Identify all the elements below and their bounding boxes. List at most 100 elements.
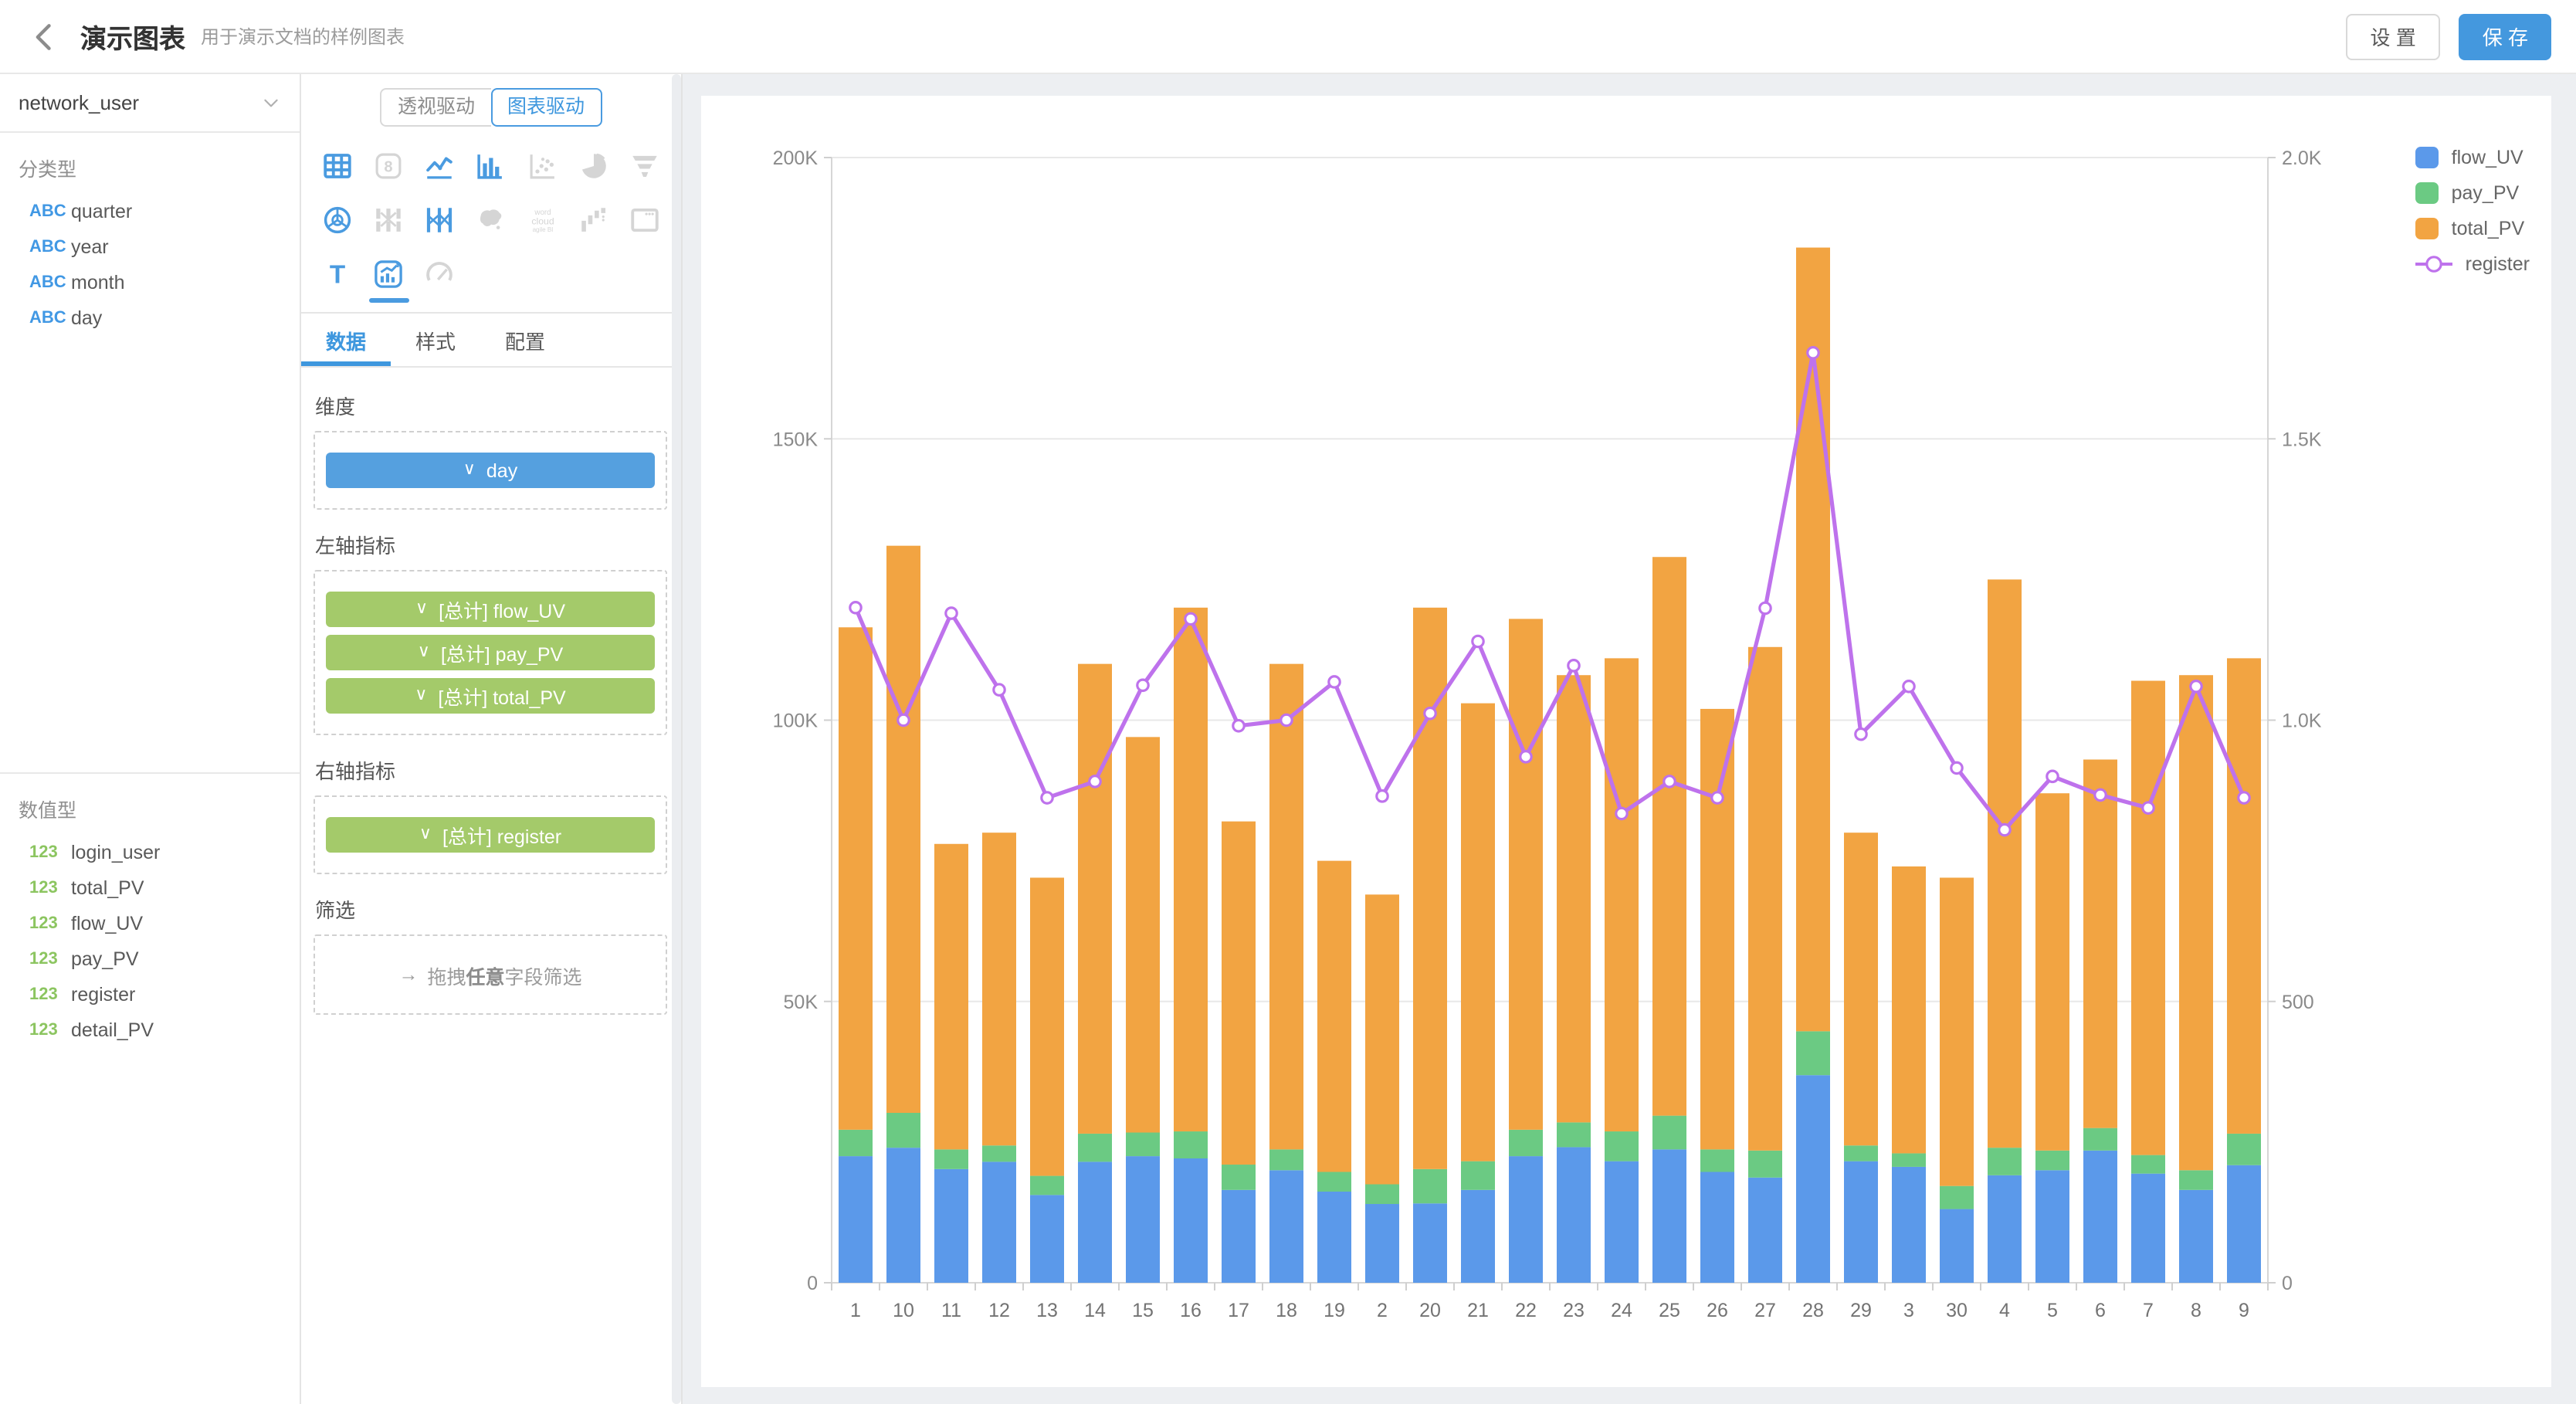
- mode-option-透视驱动[interactable]: 透视驱动: [380, 88, 490, 127]
- bar-segment-total_PV[interactable]: [2083, 759, 2117, 1128]
- settings-button[interactable]: 设 置: [2345, 13, 2441, 59]
- bar-segment-pay_PV[interactable]: [2131, 1155, 2165, 1174]
- save-button[interactable]: 保 存: [2459, 13, 2551, 59]
- bar-segment-flow_UV[interactable]: [1844, 1161, 1878, 1283]
- right-axis-dropzone[interactable]: ∨ [总计] register: [314, 795, 667, 874]
- bar-segment-total_PV[interactable]: [1988, 579, 2022, 1148]
- bar-segment-flow_UV[interactable]: [934, 1168, 968, 1283]
- bar-segment-total_PV[interactable]: [1557, 675, 1591, 1123]
- bar-segment-flow_UV[interactable]: [1988, 1175, 2022, 1283]
- category-field-month[interactable]: ABC month: [0, 264, 300, 300]
- bar-segment-pay_PV[interactable]: [1174, 1131, 1208, 1159]
- numeric-field-flow_UV[interactable]: 123 flow_UV: [0, 905, 300, 941]
- legend-item-register[interactable]: register: [2415, 253, 2530, 275]
- legend-item-pay_PV[interactable]: pay_PV: [2415, 182, 2530, 204]
- bar-segment-pay_PV[interactable]: [1700, 1149, 1734, 1172]
- bar-segment-total_PV[interactable]: [1269, 663, 1303, 1150]
- line-marker-register[interactable]: [1615, 806, 1629, 821]
- sankey-chart-type[interactable]: [367, 199, 410, 239]
- bar-segment-total_PV[interactable]: [1078, 663, 1112, 1134]
- line-marker-register[interactable]: [1040, 791, 1054, 805]
- bar-segment-pay_PV[interactable]: [934, 1149, 968, 1169]
- line-marker-register[interactable]: [1998, 822, 2012, 837]
- bar-segment-total_PV[interactable]: [1700, 708, 1734, 1150]
- line-marker-register[interactable]: [1375, 789, 1389, 803]
- bar-segment-total_PV[interactable]: [982, 833, 1016, 1146]
- bar-segment-pay_PV[interactable]: [1317, 1172, 1351, 1192]
- bar-segment-pay_PV[interactable]: [2227, 1133, 2261, 1165]
- left-axis-dropzone[interactable]: ∨ [总计] flow_UV ∨ [总计] pay_PV ∨ [总计] total_PV: [314, 570, 667, 735]
- bar-segment-total_PV[interactable]: [839, 627, 873, 1130]
- bar-segment-flow_UV[interactable]: [2035, 1170, 2069, 1283]
- bar-segment-flow_UV[interactable]: [839, 1156, 873, 1283]
- bar-segment-pay_PV[interactable]: [2035, 1150, 2069, 1171]
- bar-segment-flow_UV[interactable]: [1030, 1195, 1064, 1283]
- bar-segment-total_PV[interactable]: [1892, 866, 1926, 1154]
- legend-item-total_PV[interactable]: total_PV: [2415, 218, 2530, 239]
- bar-segment-pay_PV[interactable]: [1652, 1115, 1686, 1150]
- bar-segment-flow_UV[interactable]: [1365, 1204, 1399, 1283]
- line-marker-register[interactable]: [1902, 679, 1916, 694]
- panel-scrollbar[interactable]: [672, 74, 681, 1404]
- bar-segment-flow_UV[interactable]: [1748, 1177, 1782, 1283]
- left-axis-chip--总计-pay_PV[interactable]: ∨ [总计] pay_PV: [326, 635, 655, 670]
- bar-segment-pay_PV[interactable]: [886, 1112, 920, 1148]
- bar-segment-pay_PV[interactable]: [1940, 1185, 1974, 1209]
- line-marker-register[interactable]: [1950, 761, 1964, 775]
- bar-segment-flow_UV[interactable]: [1413, 1203, 1447, 1283]
- line-marker-register[interactable]: [2141, 801, 2155, 815]
- bar-segment-flow_UV[interactable]: [1796, 1075, 1830, 1283]
- bar-segment-pay_PV[interactable]: [1126, 1132, 1160, 1157]
- bar-segment-flow_UV[interactable]: [1222, 1189, 1256, 1283]
- line-marker-register[interactable]: [2046, 769, 2059, 784]
- bar-segment-pay_PV[interactable]: [1222, 1165, 1256, 1190]
- line-marker-register[interactable]: [1758, 601, 1772, 616]
- word-cloud-chart-type[interactable]: word cloud agile BI: [520, 199, 564, 239]
- line-marker-register[interactable]: [1423, 706, 1437, 721]
- bar-segment-total_PV[interactable]: [934, 843, 968, 1150]
- dual-axis-chart-type[interactable]: [367, 253, 410, 303]
- line-marker-register[interactable]: [897, 713, 910, 727]
- bar-segment-total_PV[interactable]: [1652, 557, 1686, 1116]
- bar-segment-flow_UV[interactable]: [1174, 1158, 1208, 1283]
- numeric-field-login_user[interactable]: 123 login_user: [0, 834, 300, 870]
- line-marker-register[interactable]: [2189, 679, 2203, 694]
- bar-segment-total_PV[interactable]: [2227, 658, 2261, 1134]
- bar-segment-flow_UV[interactable]: [1509, 1156, 1543, 1283]
- line-marker-register[interactable]: [849, 600, 863, 615]
- line-marker-register[interactable]: [944, 606, 958, 620]
- bar-segment-total_PV[interactable]: [1126, 737, 1160, 1133]
- line-marker-register[interactable]: [2237, 791, 2251, 805]
- bar-segment-pay_PV[interactable]: [1748, 1150, 1782, 1178]
- bar-segment-pay_PV[interactable]: [1030, 1175, 1064, 1195]
- numeric-field-total_PV[interactable]: 123 total_PV: [0, 870, 300, 905]
- bar-segment-flow_UV[interactable]: [2227, 1165, 2261, 1283]
- line-marker-register[interactable]: [1280, 713, 1293, 727]
- numeric-field-register[interactable]: 123 register: [0, 976, 300, 1012]
- radar-chart-type[interactable]: [316, 199, 359, 239]
- funnel-chart-type[interactable]: [623, 145, 666, 185]
- bar-chart-chart-type[interactable]: [469, 145, 513, 185]
- numeric-field-pay_PV[interactable]: 123 pay_PV: [0, 941, 300, 976]
- bar-segment-pay_PV[interactable]: [1269, 1149, 1303, 1171]
- left-axis-chip--总计-total_PV[interactable]: ∨ [总计] total_PV: [326, 678, 655, 714]
- bar-segment-total_PV[interactable]: [1317, 860, 1351, 1172]
- bar-segment-pay_PV[interactable]: [839, 1129, 873, 1157]
- bar-segment-total_PV[interactable]: [1174, 607, 1208, 1132]
- bar-segment-pay_PV[interactable]: [1844, 1145, 1878, 1162]
- bar-segment-flow_UV[interactable]: [1892, 1166, 1926, 1283]
- category-field-year[interactable]: ABC year: [0, 229, 300, 264]
- bar-segment-pay_PV[interactable]: [1078, 1133, 1112, 1162]
- bar-segment-flow_UV[interactable]: [1078, 1162, 1112, 1283]
- bar-segment-total_PV[interactable]: [2035, 793, 2069, 1151]
- line-marker-register[interactable]: [1136, 678, 1150, 693]
- line-marker-register[interactable]: [1806, 345, 1820, 360]
- gauge-chart-type[interactable]: [419, 253, 462, 293]
- bar-segment-total_PV[interactable]: [1413, 607, 1447, 1169]
- mode-option-图表驱动[interactable]: 图表驱动: [490, 88, 602, 127]
- bar-segment-total_PV[interactable]: [1748, 646, 1782, 1151]
- bar-segment-total_PV[interactable]: [1222, 821, 1256, 1165]
- scatter-chart-type[interactable]: [520, 145, 564, 185]
- left-axis-chip--总计-flow_UV[interactable]: ∨ [总计] flow_UV: [326, 592, 655, 627]
- bar-segment-flow_UV[interactable]: [982, 1162, 1016, 1283]
